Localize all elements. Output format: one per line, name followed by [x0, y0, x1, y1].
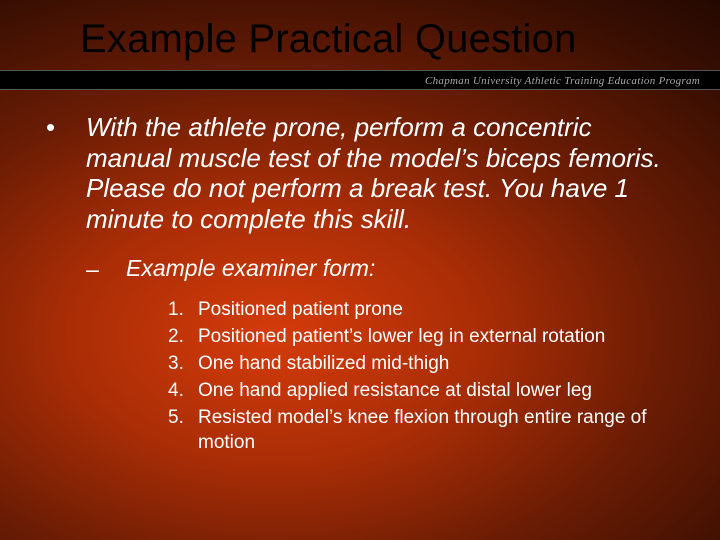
main-bullet: • With the athlete prone, perform a conc…	[40, 112, 680, 235]
program-banner-text: Chapman University Athletic Training Edu…	[425, 75, 700, 87]
list-item: 3. One hand stabilized mid-thigh	[168, 351, 680, 376]
main-bullet-text: With the athlete prone, perform a concen…	[86, 112, 680, 235]
list-item: 4. One hand applied resistance at distal…	[168, 378, 680, 403]
list-item-number: 3.	[168, 351, 198, 376]
bullet-dash-icon: –	[86, 255, 126, 283]
program-banner: Chapman University Athletic Training Edu…	[0, 70, 720, 90]
list-item-text: Positioned patient’s lower leg in extern…	[198, 324, 680, 349]
list-item-text: One hand applied resistance at distal lo…	[198, 378, 680, 403]
list-item: 5. Resisted model’s knee flexion through…	[168, 405, 680, 455]
slide-content: • With the athlete prone, perform a conc…	[0, 90, 720, 455]
numbered-list: 1. Positioned patient prone 2. Positione…	[40, 297, 680, 455]
sub-bullet-text: Example examiner form:	[126, 255, 375, 283]
list-item: 2. Positioned patient’s lower leg in ext…	[168, 324, 680, 349]
list-item-number: 5.	[168, 405, 198, 430]
list-item-text: Resisted model’s knee flexion through en…	[198, 405, 680, 455]
list-item-number: 1.	[168, 297, 198, 322]
list-item: 1. Positioned patient prone	[168, 297, 680, 322]
list-item-text: One hand stabilized mid-thigh	[198, 351, 680, 376]
list-item-text: Positioned patient prone	[198, 297, 680, 322]
slide: Example Practical Question Chapman Unive…	[0, 0, 720, 540]
sub-bullet: – Example examiner form:	[40, 255, 680, 283]
slide-title: Example Practical Question	[0, 18, 720, 60]
list-item-number: 4.	[168, 378, 198, 403]
bullet-dot-icon: •	[40, 112, 86, 142]
list-item-number: 2.	[168, 324, 198, 349]
